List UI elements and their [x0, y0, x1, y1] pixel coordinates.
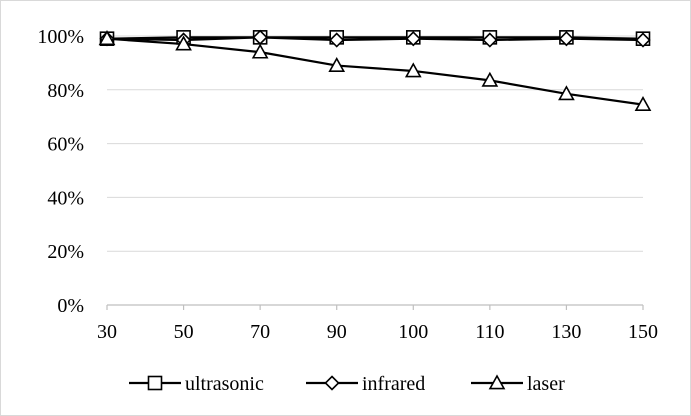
x-tick-label: 70: [250, 321, 270, 343]
data-point-infrared: [405, 31, 421, 47]
data-point-laser: [481, 71, 499, 87]
y-tick-label: 80%: [47, 80, 84, 102]
data-point-laser: [251, 43, 269, 59]
series-line-laser: [106, 37, 644, 106]
legend-item-infrared: infrared: [306, 373, 425, 395]
grid-lines: [107, 35, 643, 252]
legend-label: ultrasonic: [185, 373, 264, 395]
data-point-infrared: [558, 31, 575, 47]
x-tick-label: 110: [475, 321, 504, 343]
y-tick-label: 60%: [47, 134, 84, 156]
series-lines: [106, 36, 644, 106]
y-tick-label: 100%: [37, 26, 84, 48]
x-tick-label: 130: [551, 321, 581, 343]
data-point-infrared: [329, 32, 345, 48]
data-point-laser: [98, 30, 116, 46]
data-point-laser: [328, 56, 346, 72]
y-tick-label: 40%: [47, 187, 84, 209]
legend-item-laser: laser: [471, 373, 565, 395]
legend-marker-laser: [488, 374, 506, 390]
data-point-laser: [634, 95, 652, 111]
x-tick-label: 100: [398, 321, 428, 343]
legend-item-ultrasonic: ultrasonic: [129, 373, 264, 395]
data-point-laser: [558, 85, 575, 101]
series-line-infrared: [106, 36, 644, 42]
data-point-laser: [404, 62, 422, 78]
x-tick-label: 90: [327, 321, 347, 343]
series-line-ultrasonic: [106, 36, 644, 40]
data-point-infrared: [482, 32, 498, 48]
data-point-infrared: [635, 32, 651, 48]
data-point-laser: [175, 35, 192, 51]
legend: ultrasonic infrared laser: [129, 373, 565, 395]
series-markers: [98, 29, 652, 111]
x-tick-label: 150: [628, 321, 658, 343]
y-tick-label: 0%: [57, 295, 84, 317]
x-axis: [106, 304, 644, 310]
x-tick-labels: 30 50 70 90 100 110 130 150: [97, 321, 658, 343]
x-tick-label: 50: [174, 321, 194, 343]
x-tick-label: 30: [97, 321, 117, 343]
legend-label: infrared: [362, 373, 425, 395]
legend-marker-infrared: [324, 375, 340, 391]
legend-marker-ultrasonic: [147, 375, 163, 391]
y-tick-label: 20%: [47, 241, 84, 263]
legend-label: laser: [527, 373, 565, 395]
y-tick-labels: 0% 20% 40% 60% 80% 100%: [37, 26, 84, 317]
